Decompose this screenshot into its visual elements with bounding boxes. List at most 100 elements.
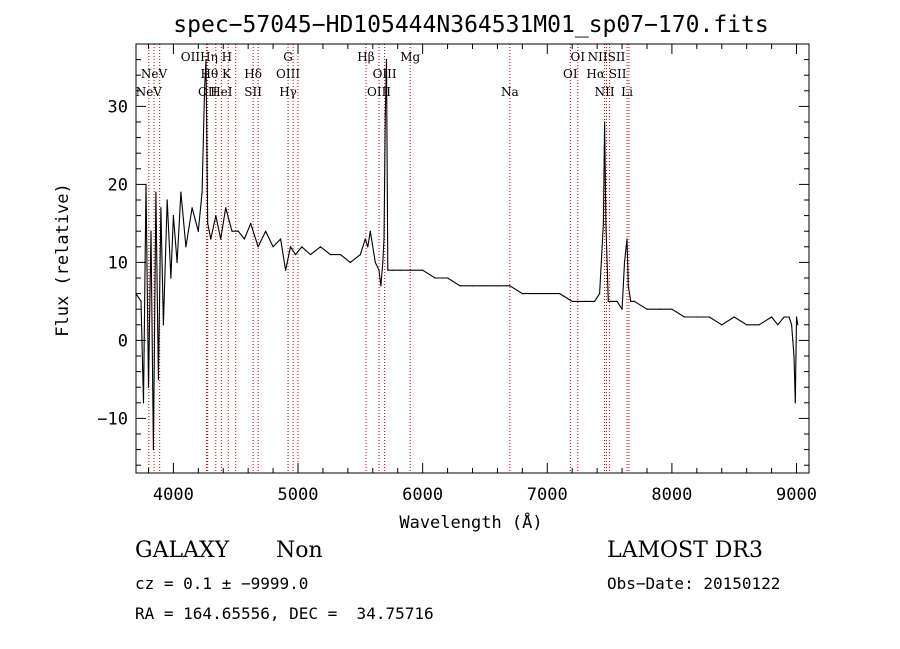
emission-line-label: Hδ xyxy=(244,67,262,81)
spectrum-point xyxy=(301,246,303,248)
spectrum-point xyxy=(696,316,698,318)
spectrum-point xyxy=(289,246,292,248)
spectrum-point xyxy=(140,300,142,302)
spectrum-point xyxy=(777,324,779,326)
spectrum-point xyxy=(203,90,206,92)
spectrum-point xyxy=(627,285,629,287)
emission-line-label: HeI xyxy=(210,85,233,99)
spectrum-point xyxy=(160,207,162,209)
spectrum-point xyxy=(383,238,385,240)
spectrum-point xyxy=(471,285,474,287)
emission-line-label: OIIHη H xyxy=(181,50,232,64)
spectrum-point xyxy=(155,191,157,193)
spectrum-point xyxy=(210,238,212,240)
object-subclass: Non xyxy=(276,538,323,563)
spectrum-point xyxy=(380,285,382,287)
spectrum-point xyxy=(594,300,596,302)
spectrum-point xyxy=(374,261,376,263)
spectrum-point xyxy=(484,285,486,287)
emission-line-label: G xyxy=(283,50,293,64)
emission-line-label: Li xyxy=(621,85,633,99)
spectrum-point xyxy=(257,246,259,248)
plot-frame xyxy=(135,43,810,474)
spectrum-point xyxy=(197,230,199,232)
spectrum-point xyxy=(392,269,394,271)
y-tick-label: 20 xyxy=(108,175,128,195)
spectrum-point xyxy=(788,316,790,318)
spectrum-point xyxy=(546,293,548,295)
obs-date-line: Obs−Date: 20150122 xyxy=(607,574,781,593)
spectrum-point xyxy=(434,277,436,279)
emission-line-label: Hα SII xyxy=(586,67,626,81)
spectrum-point xyxy=(285,269,287,271)
spectrum-point xyxy=(243,238,245,240)
spectrum-point xyxy=(708,316,710,318)
spectrum-point xyxy=(633,300,636,302)
emission-line-label: Na xyxy=(501,85,519,99)
spectrum-point xyxy=(339,254,341,256)
spectrum-point xyxy=(250,222,252,224)
spectrum-point xyxy=(621,308,623,310)
spectrum-point xyxy=(794,402,796,404)
spectrum-point xyxy=(671,308,673,310)
spectrum-point xyxy=(783,316,785,318)
spectrum-point xyxy=(626,238,628,240)
emission-line-label: SII xyxy=(244,85,262,99)
emission-line-label: NIISII xyxy=(588,50,626,64)
spectrum-point xyxy=(534,293,536,295)
x-tick-label: 7000 xyxy=(527,485,568,505)
survey-label: LAMOST DR3 xyxy=(607,538,763,563)
spectrum-point xyxy=(387,269,389,271)
spectrum-point xyxy=(147,386,150,388)
spectrum-point xyxy=(225,207,227,209)
spectrum-point xyxy=(658,308,661,310)
spectrum-point xyxy=(157,378,159,380)
spectrum-point xyxy=(605,222,607,224)
spectrum-point xyxy=(791,324,793,326)
spectrum-point xyxy=(237,230,239,232)
spectrum-point xyxy=(265,230,267,232)
spectrum-point xyxy=(447,277,449,279)
x-tick-label: 9000 xyxy=(776,485,817,505)
spectrum-point xyxy=(602,222,605,224)
spectrum-point xyxy=(349,261,351,263)
spectrum-point xyxy=(378,269,380,271)
spectrum-point xyxy=(607,300,609,302)
spectrum-point xyxy=(207,222,209,224)
spectrum-point xyxy=(191,207,193,209)
spectrum-point xyxy=(509,285,511,287)
spectrum-point xyxy=(611,300,613,302)
spectrum-point xyxy=(409,269,411,271)
axes: 4000 5000 6000 7000 8000 9000 −10 0 10 20 30 xyxy=(97,44,817,505)
spectrum-point xyxy=(319,246,322,248)
spectrum-point xyxy=(795,316,798,318)
emission-line-label: OII xyxy=(198,85,218,99)
y-tick-label: 10 xyxy=(108,253,128,273)
y-tick-label: −10 xyxy=(97,409,128,429)
spectrum-point xyxy=(733,316,735,318)
spectrum-point xyxy=(616,300,618,302)
spectrum-point xyxy=(369,230,371,232)
y-tick-label: 0 xyxy=(118,331,128,351)
redshift-line: cz = 0.1 ± −9999.0 xyxy=(135,574,309,593)
spectrum-point xyxy=(162,324,164,326)
emission-line-label: Hθ K xyxy=(201,67,233,81)
emission-line-label: Mg xyxy=(400,50,420,64)
spectrum-point xyxy=(384,113,386,115)
spectrum-point xyxy=(630,300,632,302)
spectrum-point xyxy=(309,254,312,256)
spectrum-point xyxy=(797,324,799,326)
emission-line-label: Hβ xyxy=(357,50,374,64)
emission-lines: NeV NeV OIIHη H OII Hθ K HeI Hδ SII G OIII Hγ Hβ OII… xyxy=(136,44,633,473)
spectrum-point xyxy=(185,246,187,248)
spectrum-point xyxy=(571,300,573,302)
spectrum-point xyxy=(758,324,760,326)
x-tick-label: 4000 xyxy=(153,485,194,505)
spectrum-point xyxy=(367,246,369,248)
object-class: GALAXY xyxy=(135,538,230,563)
emission-line-label: OI xyxy=(563,67,578,81)
spectrum-point xyxy=(205,59,207,61)
spectrum-point xyxy=(364,238,366,240)
spectrum-point xyxy=(152,449,154,451)
